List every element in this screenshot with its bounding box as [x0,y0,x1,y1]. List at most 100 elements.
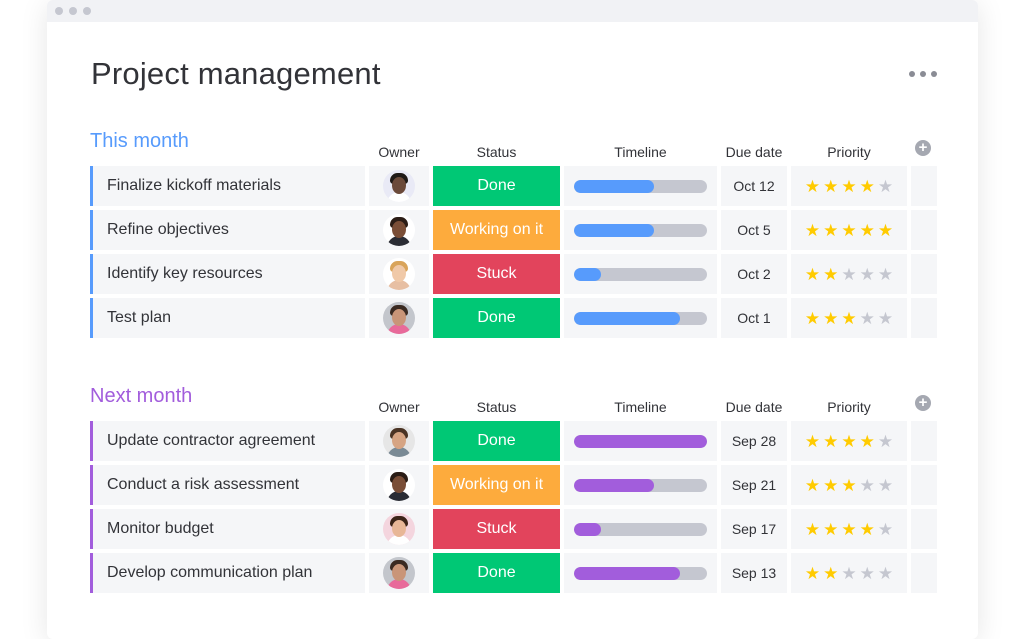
table-row[interactable]: Finalize kickoff materials Done Oct 12 ★ ★ ★ ★… [90,166,940,206]
star-icon[interactable]: ★ [877,308,894,328]
status-label[interactable]: Stuck [433,509,560,549]
add-column-icon[interactable]: + [915,140,931,156]
star-icon[interactable]: ★ [841,176,857,196]
star-icon[interactable]: ★ [823,176,839,196]
owner-cell[interactable] [369,509,429,549]
status-label[interactable]: Working on it [433,210,560,250]
star-icon[interactable]: ★ [877,519,894,539]
timeline-cell[interactable] [564,421,717,461]
star-icon[interactable]: ★ [804,431,821,451]
star-icon[interactable]: ★ [804,475,821,495]
avatar[interactable] [383,302,415,334]
star-icon[interactable]: ★ [877,220,894,240]
due-date[interactable]: Sep 17 [721,509,787,549]
timeline-bar[interactable] [574,223,707,237]
star-icon[interactable]: ★ [841,475,857,495]
timeline-cell[interactable] [564,210,717,250]
priority-rating[interactable]: ★ ★ ★ ★ ★ [791,298,907,338]
status-label[interactable]: Done [433,553,560,593]
item-name[interactable]: Identify key resources [107,265,263,282]
timeline-cell[interactable] [564,509,717,549]
item-name-cell[interactable]: Refine objectives [90,210,365,250]
star-icon[interactable]: ★ [859,220,875,240]
timeline-bar[interactable] [574,522,707,536]
table-row[interactable]: Monitor budget Stuck Sep 17 ★ ★ ★ ★ ★ [90,509,940,549]
window-dot-icon[interactable] [69,7,77,15]
priority-rating[interactable]: ★ ★ ★ ★ ★ [791,254,907,294]
item-name[interactable]: Test plan [107,309,172,326]
star-icon[interactable]: ★ [859,176,875,196]
priority-rating[interactable]: ★ ★ ★ ★ ★ [791,509,907,549]
priority-rating[interactable]: ★ ★ ★ ★ ★ [791,210,907,250]
column-header-timeline[interactable]: Timeline [614,399,667,415]
table-row[interactable]: Conduct a risk assessment Working on it Se… [90,465,940,505]
priority-rating[interactable]: ★ ★ ★ ★ ★ [791,553,907,593]
timeline-bar[interactable] [574,434,707,448]
due-date[interactable]: Oct 5 [721,210,787,250]
due-date[interactable]: Oct 12 [721,166,787,206]
timeline-cell[interactable] [564,465,717,505]
star-icon[interactable]: ★ [804,519,821,539]
owner-cell[interactable] [369,553,429,593]
avatar[interactable] [383,557,415,589]
table-row[interactable]: Refine objectives Working on it Oct 5 ★ ★ ★ ★ ★ [90,210,940,250]
star-icon[interactable]: ★ [841,563,857,583]
timeline-cell[interactable] [564,553,717,593]
avatar[interactable] [383,469,415,501]
status-label[interactable]: Done [433,166,560,206]
owner-cell[interactable] [369,254,429,294]
table-row[interactable]: Test plan Done Oct 1 ★ ★ ★ ★ ★ [90,298,940,338]
item-name-cell[interactable]: Identify key resources [90,254,365,294]
column-header-owner[interactable]: Owner [378,144,420,160]
star-icon[interactable]: ★ [877,563,894,583]
star-icon[interactable]: ★ [841,431,857,451]
item-name[interactable]: Monitor budget [107,520,214,537]
star-icon[interactable]: ★ [823,563,839,583]
owner-cell[interactable] [369,210,429,250]
priority-rating[interactable]: ★ ★ ★ ★ ★ [791,421,907,461]
star-icon[interactable]: ★ [823,308,839,328]
timeline-cell[interactable] [564,298,717,338]
window-dot-icon[interactable] [83,7,91,15]
star-icon[interactable]: ★ [859,519,875,539]
star-icon[interactable]: ★ [841,264,857,284]
table-row[interactable]: Identify key resources Stuck Oct 2 ★ ★ ★ ★ ★ [90,254,940,294]
timeline-bar[interactable] [574,311,707,325]
star-icon[interactable]: ★ [804,264,821,284]
priority-rating[interactable]: ★ ★ ★ ★ ★ [791,465,907,505]
star-icon[interactable]: ★ [841,519,857,539]
column-header-status[interactable]: Status [476,144,517,160]
avatar[interactable] [383,513,415,545]
item-name[interactable]: Refine objectives [107,221,229,238]
group-title[interactable]: This month [90,130,189,152]
column-header-timeline[interactable]: Timeline [614,144,667,160]
due-date[interactable]: Sep 13 [721,553,787,593]
table-row[interactable]: Update contractor agreement Done Sep 28 ★ ★ ★… [90,421,940,461]
timeline-cell[interactable] [564,254,717,294]
item-name[interactable]: Conduct a risk assessment [107,476,300,493]
item-name-cell[interactable]: Update contractor agreement [90,421,365,461]
status-label[interactable]: Working on it [433,465,560,505]
more-options-icon[interactable] [909,66,937,82]
item-name-cell[interactable]: Finalize kickoff materials [90,166,365,206]
star-icon[interactable]: ★ [859,563,875,583]
table-row[interactable]: Develop communication plan Done Sep 13 ★ ★ ★ ★… [90,553,940,593]
star-icon[interactable]: ★ [877,475,894,495]
star-icon[interactable]: ★ [841,220,857,240]
item-name[interactable]: Develop communication plan [107,564,313,581]
star-icon[interactable]: ★ [823,220,839,240]
item-name-cell[interactable]: Test plan [90,298,365,338]
avatar[interactable] [383,170,415,202]
star-icon[interactable]: ★ [877,264,894,284]
due-date[interactable]: Sep 21 [721,465,787,505]
owner-cell[interactable] [369,166,429,206]
star-icon[interactable]: ★ [804,220,821,240]
column-header-due[interactable]: Due date [725,399,783,415]
star-icon[interactable]: ★ [823,431,839,451]
star-icon[interactable]: ★ [823,519,839,539]
star-icon[interactable]: ★ [877,176,894,196]
item-name[interactable]: Update contractor agreement [107,432,316,449]
avatar[interactable] [383,214,415,246]
item-name-cell[interactable]: Develop communication plan [90,553,365,593]
star-icon[interactable]: ★ [877,431,894,451]
